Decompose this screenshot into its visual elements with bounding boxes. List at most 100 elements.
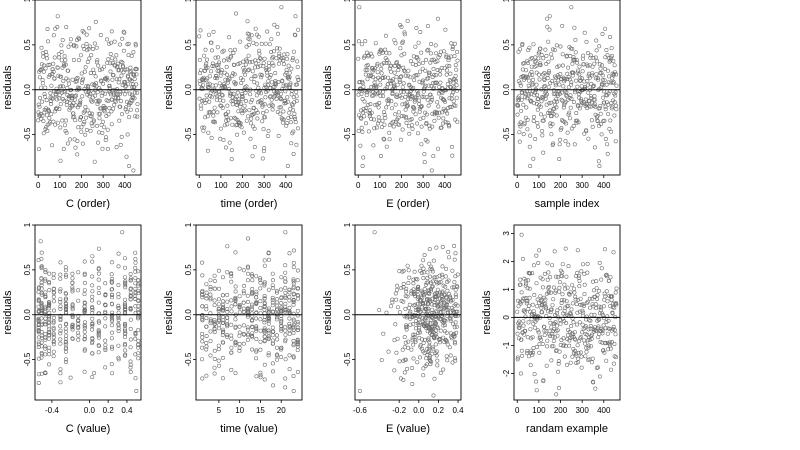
data-point	[538, 104, 543, 109]
data-point	[41, 54, 46, 59]
x-tick-label: 0.2	[433, 406, 445, 415]
data-point	[543, 301, 548, 306]
data-point	[573, 37, 578, 42]
data-point	[197, 34, 202, 39]
data-point	[611, 80, 616, 85]
data-point	[53, 122, 58, 127]
data-point	[225, 334, 230, 339]
data-point	[275, 93, 280, 98]
data-point	[547, 332, 552, 337]
data-point	[118, 42, 123, 47]
data-point	[76, 333, 81, 338]
data-point	[270, 61, 275, 66]
data-point	[293, 33, 298, 38]
data-point	[567, 116, 572, 121]
data-point	[548, 100, 553, 105]
data-point	[274, 317, 279, 322]
data-point	[128, 307, 133, 312]
data-point	[221, 299, 226, 304]
data-point	[200, 376, 205, 381]
data-point	[418, 69, 423, 74]
data-point	[204, 93, 209, 98]
data-point	[525, 299, 530, 304]
data-point	[405, 263, 410, 268]
data-point	[534, 379, 539, 384]
data-point	[258, 286, 263, 291]
data-point	[546, 270, 551, 275]
data-point	[104, 135, 109, 140]
data-point	[441, 116, 446, 121]
data-point	[357, 5, 362, 10]
data-point	[526, 320, 531, 325]
data-point	[116, 328, 121, 333]
data-point	[528, 133, 533, 138]
data-point	[285, 99, 290, 104]
data-point	[359, 116, 364, 121]
data-point	[136, 299, 141, 304]
data-point	[397, 122, 402, 127]
data-point	[566, 75, 571, 80]
data-point	[595, 114, 600, 119]
data-point	[547, 27, 552, 32]
data-point	[93, 19, 98, 24]
data-point	[281, 62, 286, 67]
data-point	[520, 256, 525, 261]
data-point	[287, 290, 292, 295]
data-point	[435, 68, 440, 73]
data-point	[221, 137, 226, 142]
data-point	[270, 333, 275, 338]
data-point	[415, 131, 420, 136]
data-point	[518, 81, 523, 86]
data-point	[123, 323, 128, 328]
data-point	[409, 117, 414, 122]
data-point	[39, 85, 44, 90]
data-point	[237, 333, 242, 338]
data-point	[531, 119, 536, 124]
data-point	[582, 86, 587, 91]
data-point	[285, 164, 290, 169]
data-point	[408, 316, 413, 321]
data-point	[551, 285, 556, 290]
data-point	[258, 347, 263, 352]
data-point	[400, 347, 405, 352]
data-point	[62, 98, 67, 103]
data-point	[254, 42, 259, 47]
data-point	[422, 253, 427, 258]
data-point	[115, 87, 120, 92]
data-point	[384, 310, 389, 315]
data-point	[591, 84, 596, 89]
data-point	[133, 291, 138, 296]
data-point	[63, 291, 68, 296]
data-point	[425, 97, 430, 102]
scatter-panel-7: -0.6 -0.2 0.0 0.2 0.4-0.50.00.51E (value)res…	[322, 222, 464, 435]
data-point	[400, 127, 405, 132]
data-point	[116, 315, 121, 320]
data-point	[286, 116, 291, 121]
data-point	[241, 59, 246, 64]
data-point	[40, 81, 45, 86]
data-point	[534, 82, 539, 87]
data-point	[383, 33, 388, 38]
data-point	[136, 303, 141, 308]
data-point	[434, 349, 439, 354]
data-point	[378, 47, 383, 52]
data-point	[606, 80, 611, 85]
data-point	[220, 308, 225, 313]
data-point	[291, 260, 296, 265]
data-point	[233, 325, 238, 330]
data-point	[220, 105, 225, 110]
data-point	[90, 323, 95, 328]
data-point	[598, 122, 603, 127]
data-points	[197, 5, 301, 169]
data-point	[559, 126, 564, 131]
x-tick-label: 0.4	[121, 406, 133, 415]
data-point	[565, 71, 570, 76]
data-point	[291, 324, 296, 329]
data-point	[605, 53, 610, 58]
data-point	[448, 318, 453, 323]
data-point	[394, 60, 399, 65]
data-point	[569, 96, 574, 101]
data-point	[43, 346, 48, 351]
data-point	[425, 320, 430, 325]
data-point	[65, 141, 70, 146]
